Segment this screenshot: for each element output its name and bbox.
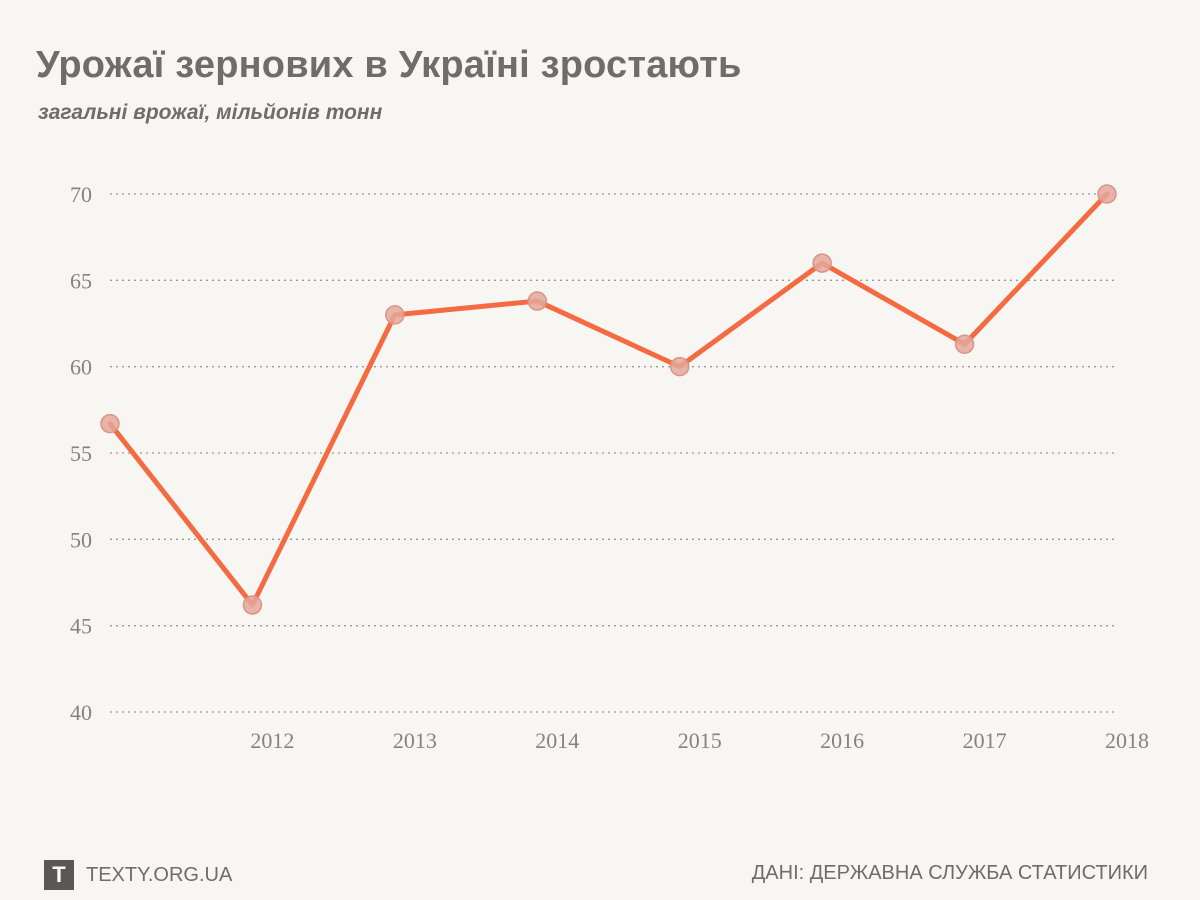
chart-subtitle: загальні врожаї, мільйонів тонн [38,101,383,124]
x-tick-label: 2013 [393,728,437,753]
x-axis-ticks: 2012 2013 2014 2015 2016 2017 2018 [250,728,1149,753]
data-point[interactable] [527,291,548,311]
y-tick-label: 45 [70,614,92,639]
x-tick-label: 2016 [820,728,864,753]
y-tick-label: 40 [70,700,92,725]
x-tick-label: 2015 [678,728,722,753]
data-point[interactable] [1097,184,1117,204]
x-tick-label: 2012 [250,728,294,753]
chart-title: Урожаї зернових в Україні зростають [36,44,742,86]
data-source: ДАНІ: ДЕРЖАВНА СЛУЖБА СТАТИСТИКИ [751,862,1148,884]
data-point[interactable] [954,334,975,354]
data-series [100,184,1117,615]
x-tick-label: 2014 [535,728,579,753]
y-tick-label: 65 [70,268,92,293]
grid-lines [110,193,1115,713]
y-tick-label: 50 [70,527,92,552]
y-tick-label: 70 [70,182,92,207]
x-tick-label: 2018 [1105,728,1149,753]
data-point[interactable] [385,305,405,325]
data-point[interactable] [669,356,690,377]
y-tick-label: 55 [70,441,92,466]
site-name: TEXTY.ORG.UA [86,863,233,886]
y-axis-ticks: 40 45 50 55 60 65 70 [70,182,92,725]
data-point[interactable] [812,253,832,273]
series-line [107,191,1110,608]
data-point[interactable] [100,413,120,434]
footer-brand: T TEXTY.ORG.UA [44,860,232,890]
x-tick-label: 2017 [963,728,1007,753]
data-point[interactable] [242,595,263,615]
texty-logo-icon: T [44,860,74,890]
y-tick-label: 60 [70,355,92,380]
